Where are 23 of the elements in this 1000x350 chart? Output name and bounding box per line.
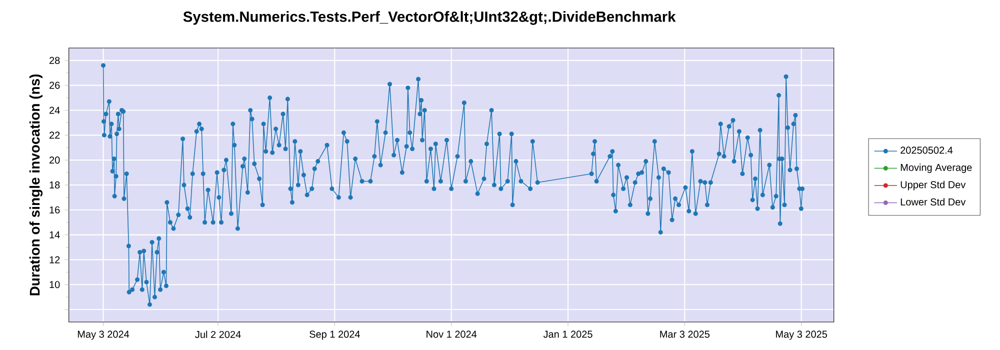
x-tick-label: Jul 2 2024 — [195, 330, 241, 338]
x-tick-label: Sep 1 2024 — [310, 330, 360, 340]
y-tick-label: 26 — [50, 82, 60, 89]
y-tick-label: 28 — [50, 56, 60, 64]
legend-label: Moving Average — [900, 164, 972, 173]
y-tick-label: 10 — [50, 281, 60, 288]
y-tick-label: 14 — [50, 231, 60, 238]
y-tick-label: 20 — [50, 156, 60, 164]
y-tick-label: 16 — [50, 206, 60, 214]
x-tick-label: May 3 2024 — [78, 330, 130, 340]
y-tick-label: 24 — [50, 106, 60, 114]
x-tick-label: May 3 2025 — [776, 330, 828, 340]
y-tick-label: 12 — [50, 256, 60, 264]
x-tick-label: Nov 1 2024 — [426, 330, 477, 338]
chart-title: System.Numerics.Tests.Perf_VectorOf&lt;UInt32&gt;.DivideBenchmark — [183, 11, 676, 25]
legend-label: 20250502.4 — [900, 146, 953, 154]
x-tick-label: Mar 3 2025 — [660, 330, 710, 338]
legend-label: Upper Std Dev — [900, 180, 966, 190]
y-axis-title: Duration of single invocation (ns) — [29, 74, 43, 296]
x-tick-label: Jan 1 2025 — [543, 330, 592, 338]
y-tick-label: 18 — [50, 181, 60, 189]
legend-label: Lower Std Dev — [900, 198, 966, 206]
y-tick-label: 22 — [50, 132, 60, 139]
